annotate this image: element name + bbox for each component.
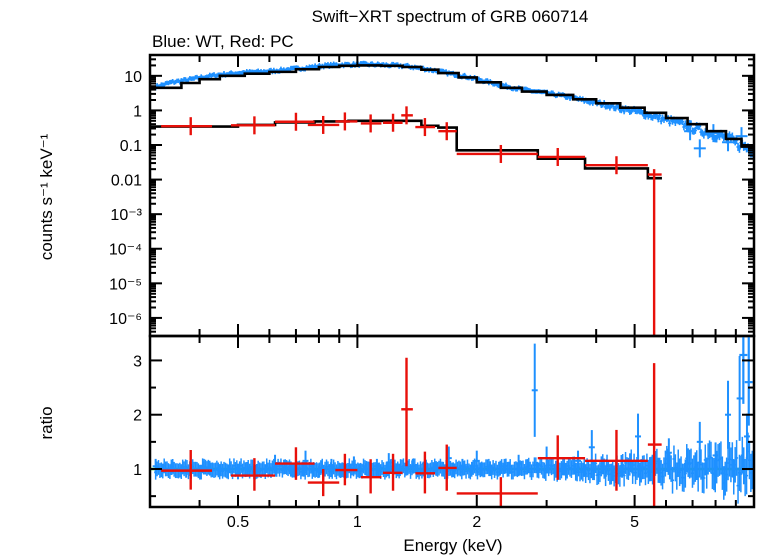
spectrum-panel: 10 1 0.1 0.01 10⁻³ 10⁻⁴ 10⁻⁵ 10⁻⁶: [109, 53, 756, 338]
x-axis-label: Energy (keV): [403, 536, 502, 555]
y-tick-label-spectrum: 10: [124, 69, 142, 86]
y-tick-label-spectrum: 1: [133, 103, 142, 120]
y-tick-label-spectrum: 10⁻⁵: [109, 276, 142, 293]
chart-subtitle: Blue: WT, Red: PC: [152, 32, 294, 51]
ratio-panel: 0.5 1 2 5 1 2 3: [133, 334, 756, 531]
y-tick-label-ratio: 2: [133, 408, 142, 425]
pc-model-line: [150, 119, 662, 180]
y-axis-label-spectrum: counts s⁻¹ keV⁻¹: [37, 133, 56, 260]
spectrum-frame: [148, 53, 756, 338]
y-tick-label-spectrum: 10⁻⁶: [109, 311, 142, 328]
y-axis-label-ratio: ratio: [37, 406, 56, 439]
y-tick-label-ratio: 1: [133, 462, 142, 479]
x-tick-label: 2: [472, 514, 481, 531]
y-tick-label-spectrum: 0.01: [111, 173, 142, 190]
x-tick-label: 0.5: [227, 514, 249, 531]
y-tick-label-spectrum: 0.1: [120, 138, 142, 155]
ratio-frame: [148, 334, 756, 509]
spectrum-plot-area: [150, 60, 754, 336]
y-tick-label-ratio: 3: [133, 353, 142, 370]
wt-model-line: [150, 64, 754, 153]
x-tick-label: 5: [630, 514, 639, 531]
ratio-plot-area: [150, 336, 754, 507]
y-tick-label-spectrum: 10⁻³: [110, 207, 142, 224]
y-tick-label-spectrum: 10⁻⁴: [109, 242, 142, 259]
x-tick-label: 1: [353, 514, 362, 531]
chart-title: Swift−XRT spectrum of GRB 060714: [312, 7, 589, 26]
